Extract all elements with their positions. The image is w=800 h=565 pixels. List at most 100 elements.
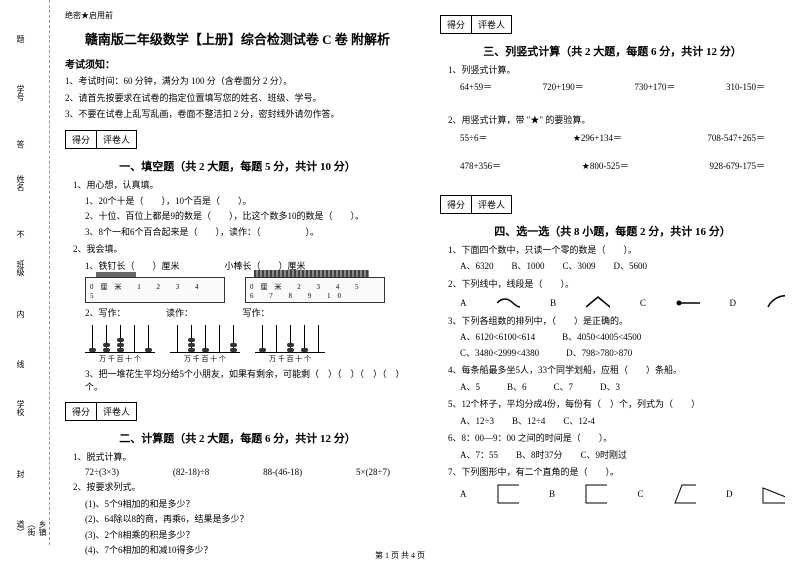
q13-stem: 7、下列图形中，有二个直角的是（ ）。 <box>448 465 785 479</box>
bind-l4: 线 <box>15 360 26 368</box>
q11-stem: 5、12个杯子，平均分成4份，每份有（ ）个，列式为（ ） <box>448 397 785 411</box>
bind-l10: 学号 <box>15 85 26 101</box>
q8-d: D <box>730 298 737 308</box>
right-triangle-icon <box>762 484 784 504</box>
q6-r1-3: 708-547+265＝ <box>707 131 765 144</box>
arc-line-icon <box>766 295 785 310</box>
q5-stem: 1、列竖式计算。 <box>448 63 785 77</box>
notice-1: 1、考试时间：60 分钟，满分为 100 分（含卷面分 2 分）。 <box>65 75 410 89</box>
score-box-3: 得分 评卷人 <box>440 15 512 34</box>
q2-b: 2、写作： 读作： 写作： <box>85 307 410 321</box>
abacus-1: 万 千 百 十 个 <box>85 325 155 364</box>
q1-b: 2、十位、百位上都是9的数是（ ），比这个数多10的数是（ ）。 <box>85 210 410 224</box>
bind-l5: 内 <box>15 310 26 318</box>
q6-r1: 55÷6＝ ★296+134＝ 708-547+265＝ <box>460 131 765 144</box>
trapezoid-icon <box>585 484 607 504</box>
q10-stem: 4、每条船最多坐5人，33个同学划船，应租（ ）条船。 <box>448 363 785 377</box>
q8-b: B <box>550 298 556 308</box>
q3-i1: 72÷(3×3) <box>85 467 119 477</box>
q5-i3: 730+170＝ <box>634 80 675 93</box>
right-column: 得分 评卷人 三、列竖式计算（共 2 大题，每题 6 分，共计 12 分） 1、… <box>425 0 800 545</box>
exam-title: 赣南版二年级数学【上册】综合检测试卷 C 卷 附解析 <box>65 29 410 48</box>
q3-items: 72÷(3×3) (82-18)÷8 88-(46-18) 5×(28÷7) <box>85 467 390 477</box>
zigzag-line-icon <box>586 295 610 310</box>
q7-stem: 1、下面四个数中，只读一个零的数是（ ）。 <box>448 243 785 257</box>
q6-r2-3: 928-679-175＝ <box>710 159 766 172</box>
secret-label: 绝密★启用前 <box>65 10 410 21</box>
bind-l8: 姓名 <box>15 175 26 191</box>
notice-3: 3、不要在试卷上乱写乱画，卷面不整洁扣 2 分，密封线外请勿作答。 <box>65 108 410 122</box>
parallelogram-icon <box>674 484 696 504</box>
q6-r1-2: ★296+134＝ <box>573 131 622 144</box>
bind-l6: 班级 <box>15 260 26 276</box>
q4-a: (1)、5个9相加的和是多少？ <box>85 498 410 512</box>
abacus-2: 万 千 百 十 个 <box>170 325 240 364</box>
q2-stem: 2、我会填。 <box>73 242 410 256</box>
q6-r2: 478+356＝ ★800-525＝ 928-679-175＝ <box>460 159 765 172</box>
q9-b: C、3480<2999<4380 D、798>780>870 <box>460 347 785 361</box>
q12-stem: 6、8：00—9：00 之间的时间是（ ）。 <box>448 431 785 445</box>
q6-stem: 2、用竖式计算，带 "★" 的要验算。 <box>448 113 785 127</box>
q3-i3: 88-(46-18) <box>263 467 302 477</box>
q13-c: C <box>637 489 643 499</box>
ruler-2: 0厘米 2 3 4 5 6 7 8 9 10 <box>245 277 385 303</box>
bind-l9: 答 <box>15 140 26 148</box>
q10-opts: A、5 B、6 C、7 D、3 <box>460 381 785 395</box>
q5-i2: 720+190＝ <box>543 80 584 93</box>
q1-stem: 1、用心想，认真填。 <box>73 178 410 192</box>
section-1-title: 一、填空题（共 2 大题，每题 5 分，共计 10 分） <box>65 158 410 174</box>
segment-line-icon <box>676 295 700 310</box>
q8-stem: 2、下列线中，线段是（ ）。 <box>448 277 785 291</box>
q13-a: A <box>460 489 467 499</box>
score-box-4: 得分 评卷人 <box>440 195 512 214</box>
abacus-1-labels: 万 千 百 十 个 <box>85 354 155 364</box>
q13-b: B <box>549 489 555 499</box>
grader-label: 评卷人 <box>472 16 511 33</box>
section-3-title: 三、列竖式计算（共 2 大题，每题 6 分，共计 12 分） <box>440 43 785 59</box>
q3-stem: 1、脱式计算。 <box>73 450 410 464</box>
q11-opts: A、12÷3 B、12÷4 C、12-4 <box>460 415 785 429</box>
grader-label: 评卷人 <box>472 196 511 213</box>
q6-r1-1: 55÷6＝ <box>460 131 487 144</box>
ruler-1: 0厘米 1 2 3 4 5 <box>85 277 225 303</box>
q4-b: (2)、64除以8的商，再乘6，结果是多少？ <box>85 513 410 527</box>
bind-l3: 学校 <box>15 400 26 416</box>
grader-label: 评卷人 <box>97 131 136 148</box>
binding-margin: 乡镇（街道） 封 学校 线 内 班级 不 姓名 答 学号 题 <box>0 0 50 545</box>
bind-l1: 乡镇（街道） <box>15 520 48 545</box>
notice-2: 2、请首先按要求在试卷的指定位置填写您的姓名、班级、学号。 <box>65 92 410 106</box>
ruler2-ticks: 0厘米 2 3 4 5 6 7 8 9 10 <box>250 282 384 300</box>
score-label: 得分 <box>441 16 472 33</box>
q9-stem: 3、下列各组数的排列中，（ ）是正确的。 <box>448 314 785 328</box>
abacus-2-labels: 万 千 百 十 个 <box>170 354 240 364</box>
q8-c: C <box>640 298 646 308</box>
exam-page: 乡镇（街道） 封 学校 线 内 班级 不 姓名 答 学号 题 绝密★启用前 赣南… <box>0 0 800 545</box>
q8-shapes: A B C D <box>460 295 785 310</box>
q6-r2-2: ★800-525＝ <box>582 159 629 172</box>
q4-stem: 2、按要求列式。 <box>73 480 410 494</box>
wavy-line-icon <box>497 295 521 310</box>
q5-i1: 64+59＝ <box>460 80 492 93</box>
ruler1-ticks: 0厘米 1 2 3 4 5 <box>90 282 224 300</box>
q6-r2-1: 478+356＝ <box>460 159 501 172</box>
bind-l2: 封 <box>15 470 26 478</box>
bind-l7: 不 <box>15 230 26 238</box>
score-box-2: 得分 评卷人 <box>65 402 137 421</box>
q8-a: A <box>460 298 467 308</box>
abacus-row: 万 千 百 十 个 万 千 百 十 个 <box>85 325 410 364</box>
section-4-title: 四、选一选（共 8 小题，每题 2 分，共计 16 分） <box>440 223 785 239</box>
q7-opts: A、6320 B、1000 C、3009 D、5600 <box>460 260 785 274</box>
q3-i4: 5×(28÷7) <box>356 467 390 477</box>
q5-items: 64+59＝ 720+190＝ 730+170＝ 310-150＝ <box>460 80 765 93</box>
nail-icon <box>96 272 136 277</box>
page-footer: 第 1 页 共 4 页 <box>0 550 800 561</box>
bind-l11: 题 <box>15 35 26 43</box>
score-label: 得分 <box>66 131 97 148</box>
q12-opts: A、7：55 B、8时37分 C、9时刚过 <box>460 449 785 463</box>
q13-shapes: A B C D <box>460 484 785 504</box>
q3-i2: (82-18)÷8 <box>173 467 209 477</box>
q1-c: 3、8个一和6个百合起来是（ ），读作：（ ）。 <box>85 226 410 240</box>
q9-a: A、6120<6100<614 B、4050<4005<4500 <box>460 331 785 345</box>
ruler-row: 0厘米 1 2 3 4 5 0厘米 2 3 4 5 6 7 8 9 10 <box>85 277 410 303</box>
q2-c: 3、把一堆花生平均分给5个小朋友，如果有剩余，可能剩（ ）（ ）（ ）（ ）个。 <box>85 368 410 395</box>
